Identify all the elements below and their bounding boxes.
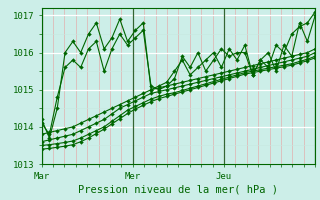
X-axis label: Pression niveau de la mer( hPa ): Pression niveau de la mer( hPa ) bbox=[78, 185, 278, 195]
